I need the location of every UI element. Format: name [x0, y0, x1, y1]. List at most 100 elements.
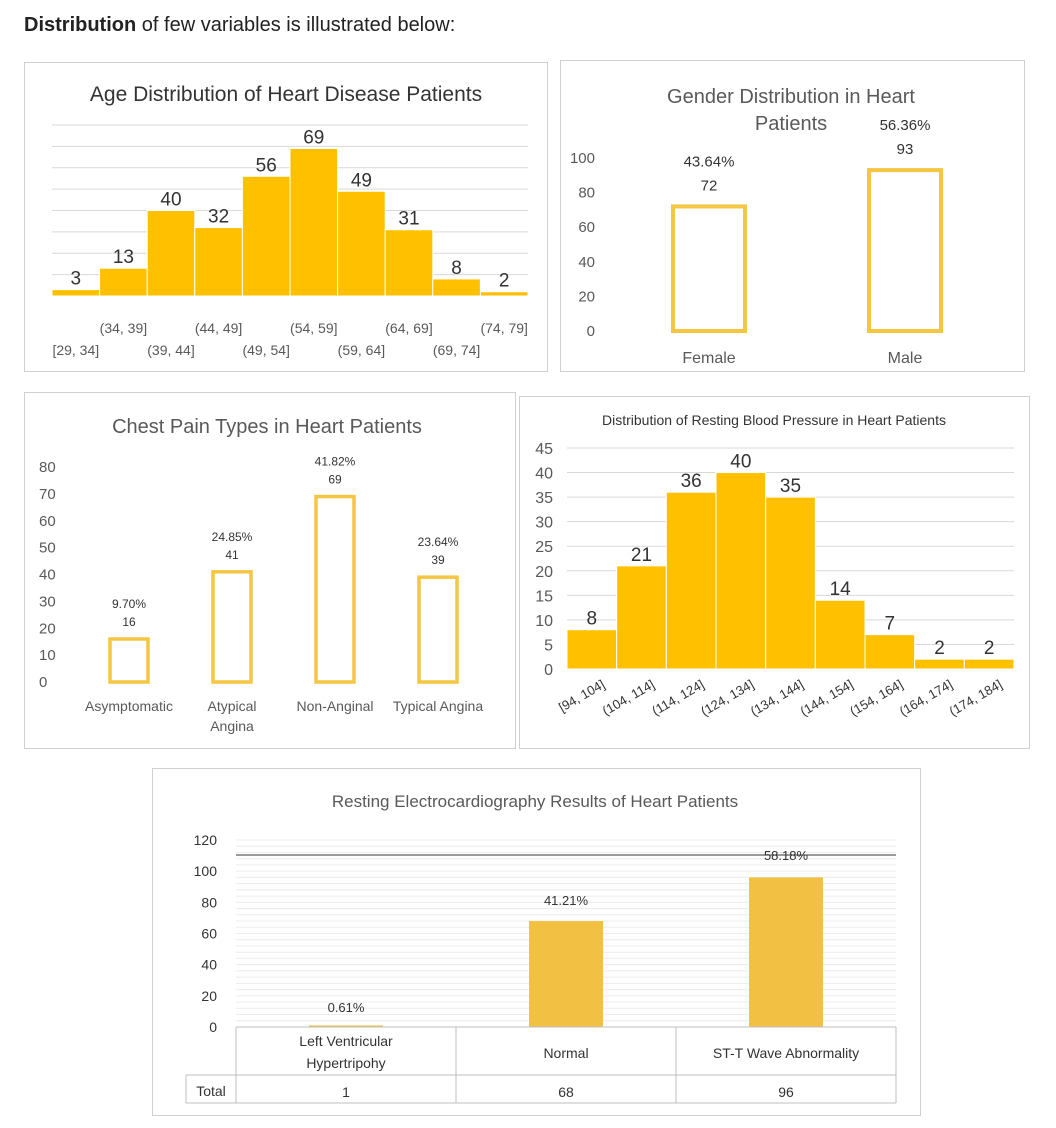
- gender-percent-label: 43.64%: [684, 153, 735, 170]
- age-data-label: 2: [499, 271, 510, 292]
- ecg-table-value: 96: [778, 1084, 794, 1100]
- gender-y-tick: 20: [578, 288, 595, 305]
- intro-text: Distribution of few variables is illustr…: [24, 14, 455, 37]
- bp-tick-label: (144, 154]: [797, 677, 855, 719]
- age-chart-title: Age Distribution of Heart Disease Patien…: [90, 83, 482, 106]
- bp-tick-label: (174, 184]: [946, 677, 1004, 719]
- ecg-chart-title: Resting Electrocardiography Results of H…: [332, 792, 738, 811]
- gender-category-label: Female: [682, 350, 735, 367]
- age-tick-label: (59, 64]: [338, 342, 385, 358]
- bp-chart-panel: Distribution of Resting Blood Pressure i…: [519, 396, 1030, 749]
- bp-data-label: 36: [681, 471, 702, 492]
- bp-chart-title: Distribution of Resting Blood Pressure i…: [602, 412, 946, 428]
- chest-category-label: Non-Anginal: [296, 698, 373, 714]
- bp-bar: [914, 658, 965, 670]
- ecg-chart-panel: Resting Electrocardiography Results of H…: [152, 768, 921, 1116]
- ecg-category-label: Left Ventricular: [299, 1033, 393, 1049]
- intro-rest: of few variables is illustrated below:: [136, 14, 456, 36]
- ecg-bar: [309, 1025, 383, 1027]
- intro-bold: Distribution: [24, 14, 137, 36]
- age-data-label: 40: [160, 190, 181, 211]
- age-bar: [337, 190, 386, 297]
- gender-chart: Gender Distribution in Heart Patients 0 20 4…: [570, 86, 943, 367]
- chest-y-tick: 50: [39, 540, 56, 557]
- chest-y-tick: 60: [39, 513, 56, 530]
- bp-bar: [765, 496, 816, 670]
- age-bar: [289, 148, 339, 297]
- bp-data-label: 35: [780, 476, 801, 497]
- chest-chart-panel: Chest Pain Types in Heart Patients 0 10 20 3…: [24, 392, 516, 749]
- ecg-y-tick: 60: [201, 926, 217, 942]
- gender-category-label: Male: [888, 350, 923, 367]
- age-bar: [384, 229, 434, 297]
- gender-count-label: 93: [897, 141, 914, 158]
- age-data-label: 49: [351, 170, 372, 191]
- ecg-table-value: 1: [342, 1084, 350, 1100]
- bp-data-label: 2: [984, 638, 995, 659]
- age-tick-label: (64, 69]: [385, 320, 432, 336]
- gender-y-tick: 60: [578, 219, 595, 236]
- gender-bar: [671, 204, 747, 333]
- age-data-label: 56: [256, 155, 277, 176]
- bp-y-tick: 10: [535, 613, 553, 630]
- chest-category-label: Typical Angina: [393, 698, 483, 714]
- bp-data-label: 21: [631, 545, 652, 566]
- age-chart-panel: Age Distribution of Heart Disease Patien…: [24, 62, 548, 372]
- age-bar: [146, 210, 196, 297]
- age-tick-label: (69, 74]: [433, 342, 480, 358]
- bp-tick-label: (124, 134]: [698, 677, 756, 719]
- gender-y-tick: 80: [578, 185, 595, 202]
- chest-category-label: Atypical: [207, 698, 256, 714]
- bp-tick-label: (114, 124]: [649, 677, 706, 719]
- bp-y-tick: 25: [535, 539, 553, 556]
- ecg-y-tick: 40: [201, 957, 217, 973]
- gender-bar: [867, 168, 943, 333]
- bp-y-tick: 5: [544, 637, 553, 654]
- age-bar: [194, 227, 243, 297]
- chest-y-tick: 30: [39, 593, 56, 610]
- ecg-y-tick: 0: [209, 1019, 217, 1035]
- chest-pain-chart: Chest Pain Types in Heart Patients 0 10 20 3…: [39, 416, 483, 734]
- chest-percent-label: 24.85%: [212, 530, 253, 544]
- bp-tick-label: (104, 114]: [600, 677, 657, 719]
- age-tick-label: (49, 54]: [242, 342, 289, 358]
- age-data-label: 32: [208, 207, 229, 228]
- age-data-label: 13: [113, 247, 134, 268]
- bp-data-label: 14: [830, 579, 852, 600]
- chest-bar: [211, 570, 253, 684]
- age-tick-label: (54, 59]: [290, 320, 337, 336]
- ecg-bar: [749, 877, 823, 1027]
- bp-y-tick: 30: [535, 515, 553, 532]
- gender-y-tick: 40: [578, 254, 595, 271]
- bp-tick-label: (154, 164]: [847, 677, 905, 719]
- ecg-category-label: Hypertripohy: [306, 1055, 385, 1071]
- ecg-y-tick: 100: [194, 863, 218, 879]
- age-bar: [432, 278, 481, 297]
- chest-count-label: 39: [431, 553, 445, 567]
- chest-y-tick: 80: [39, 459, 56, 476]
- gender-count-label: 72: [701, 177, 718, 194]
- ecg-percent-label: 58.18%: [764, 848, 809, 863]
- bp-bar: [616, 565, 667, 670]
- age-tick-label: (44, 49]: [195, 320, 242, 336]
- bp-data-label: 40: [730, 452, 751, 473]
- ecg-y-tick: 120: [194, 832, 218, 848]
- chest-y-tick: 20: [39, 620, 56, 637]
- bp-bar: [715, 472, 767, 670]
- gender-chart-title-line: Gender Distribution in Heart: [667, 86, 915, 108]
- age-data-label: 8: [451, 258, 462, 279]
- ecg-percent-label: 0.61%: [328, 1000, 365, 1015]
- age-tick-label: (74, 79]: [480, 320, 527, 336]
- chest-category-label: Asymptomatic: [85, 698, 173, 714]
- age-data-label: 31: [398, 209, 419, 230]
- age-chart: Age Distribution of Heart Disease Patien…: [51, 83, 529, 358]
- ecg-percent-label: 41.21%: [544, 893, 589, 908]
- chest-y-tick: 40: [39, 567, 56, 584]
- bp-tick-label: [94, 104]: [556, 677, 607, 715]
- chest-chart-title: Chest Pain Types in Heart Patients: [112, 416, 422, 438]
- gender-percent-label: 56.36%: [880, 117, 931, 134]
- ecg-y-tick: 20: [201, 988, 217, 1004]
- bp-tick-label: (164, 174]: [897, 677, 955, 719]
- bp-y-tick: 15: [535, 588, 553, 605]
- chest-y-tick: 10: [39, 647, 56, 664]
